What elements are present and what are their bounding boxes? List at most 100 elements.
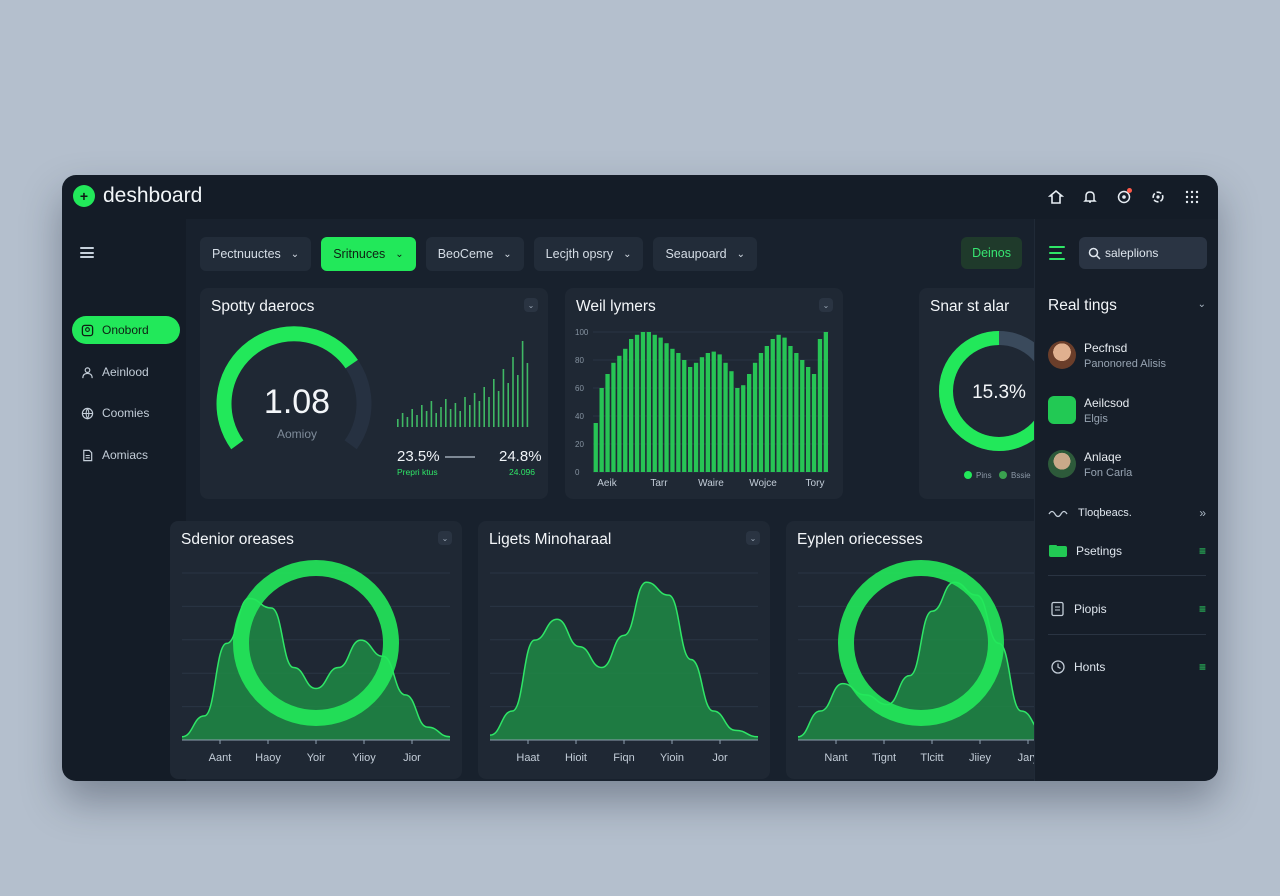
person-sub: Elgis xyxy=(1084,413,1108,425)
list-item[interactable]: Aeilcsod Elgis xyxy=(1048,396,1129,425)
spark-bar xyxy=(483,387,485,427)
x-tick-label: Waire xyxy=(698,478,724,489)
filter-beoceme[interactable]: BeoCeme ⌄ xyxy=(425,237,524,271)
bar xyxy=(794,353,799,472)
divider xyxy=(1048,634,1206,635)
filter-lecjth-opsry[interactable]: Lecjth opsry ⌄ xyxy=(533,237,644,271)
home-icon[interactable] xyxy=(1046,187,1066,207)
bar xyxy=(593,423,598,472)
spark-bar xyxy=(425,411,428,427)
x-tick-label: Haat xyxy=(516,752,539,764)
chevron-down-icon: ⌄ xyxy=(395,248,404,260)
row-label: Honts xyxy=(1074,660,1106,674)
filter-pectnuuctes[interactable]: Pectnuuctes ⌄ xyxy=(200,237,312,271)
panel-row[interactable]: Piopis ≡ xyxy=(1048,597,1206,621)
bar xyxy=(717,354,722,472)
person-name: Anlaqe xyxy=(1084,450,1122,464)
spark-bar xyxy=(411,409,413,427)
filter-icon[interactable] xyxy=(1049,246,1065,260)
settings-icon[interactable] xyxy=(1148,187,1168,207)
card-title: Weil lymers xyxy=(576,298,656,315)
card-title: Sdenior oreases xyxy=(181,531,294,548)
x-tick-label: Yioin xyxy=(660,752,684,764)
y-tick-label: 20 xyxy=(575,440,584,449)
avatar xyxy=(1048,450,1076,478)
bar-chart-card: Weil lymers ⌄ 100 80 60 40 20 0 Aeik Tarr Waire W… xyxy=(565,288,843,499)
legend-label: Pins xyxy=(976,471,992,480)
x-tick-label: Jary xyxy=(1018,752,1039,764)
dashboard-window: + deshboard Onobord Aeinlood Coomies Aom… xyxy=(62,175,1218,781)
folder-icon xyxy=(1049,545,1067,557)
spark-bar xyxy=(478,401,481,427)
filter-sritnuces[interactable]: Sritnuces ⌄ xyxy=(321,237,416,271)
notifications-icon[interactable] xyxy=(1114,187,1134,207)
x-tick-label: Nant xyxy=(824,752,847,764)
menu-icon[interactable] xyxy=(80,247,94,258)
bar xyxy=(611,362,616,472)
spark-bar xyxy=(488,397,490,427)
spark-bar xyxy=(397,419,399,427)
card-menu-icon[interactable]: ⌄ xyxy=(819,298,833,312)
x-tick-label: Haoy xyxy=(255,752,281,764)
area-chart-card-3: Eyplen oriecesses ⌄ NantTigntTlcittJiiey… xyxy=(786,521,1078,779)
file-icon xyxy=(1051,601,1064,617)
sidebar-item-aomiacs[interactable]: Aomiacs xyxy=(72,441,180,469)
dashboard-icon xyxy=(81,324,94,336)
bar xyxy=(800,360,805,472)
panel-row[interactable]: Honts ≡ xyxy=(1048,655,1206,679)
sidebar-item-coomies[interactable]: Coomies xyxy=(72,399,180,427)
top-icons xyxy=(1046,187,1202,207)
gauge-graphic xyxy=(216,326,529,458)
sidebar-item-onobord[interactable]: Onobord xyxy=(72,316,180,344)
list-item[interactable]: Pecfnsd Panonored Alisis xyxy=(1048,341,1166,370)
spark-bar xyxy=(497,391,500,427)
chevron-down-icon[interactable]: ⌄ xyxy=(1197,299,1206,310)
chevron-down-icon: ⌄ xyxy=(623,248,632,260)
filter-seaupoard[interactable]: Seaupoard ⌄ xyxy=(653,237,758,271)
spark-bar xyxy=(401,413,404,427)
filter-label: Seaupoard xyxy=(665,247,727,261)
x-tick-label: Tignt xyxy=(872,752,896,764)
menu-icon: ≡ xyxy=(1198,544,1206,558)
bar xyxy=(693,362,699,472)
bar xyxy=(817,339,823,472)
x-tick-label: Jor xyxy=(712,752,728,764)
search-input[interactable]: saleplions xyxy=(1079,237,1207,269)
x-tick-label: Yoir xyxy=(307,752,326,764)
bar xyxy=(705,353,710,472)
bar xyxy=(735,388,740,472)
clock-icon xyxy=(1051,660,1065,674)
list-item[interactable]: Anlaqe Fon Carla xyxy=(1048,450,1132,479)
card-menu-icon[interactable]: ⌄ xyxy=(746,531,760,545)
area-line xyxy=(489,581,759,738)
bell-icon[interactable] xyxy=(1080,187,1100,207)
card-menu-icon[interactable]: ⌄ xyxy=(438,531,452,545)
gauge-card: Spotty daerocs ⌄ 1.08 Aomioy 23.5% Prepr… xyxy=(200,288,548,499)
grid-icon[interactable] xyxy=(1182,187,1202,207)
y-tick-label: 80 xyxy=(575,356,584,365)
x-tick-label: Aant xyxy=(209,752,232,764)
sidebar-item-aeinlood[interactable]: Aeinlood xyxy=(72,358,180,386)
ring-graphic xyxy=(233,560,399,726)
bar xyxy=(764,346,769,472)
bar xyxy=(823,332,828,472)
bar xyxy=(599,388,604,472)
filter-label: BeoCeme xyxy=(437,247,494,261)
globe-icon xyxy=(81,407,94,420)
spark-bar xyxy=(430,401,433,427)
bar xyxy=(658,337,663,472)
spark-bar xyxy=(502,369,505,427)
spark-bar xyxy=(416,415,418,427)
stat-sub: 24.096 xyxy=(509,467,535,477)
bar xyxy=(646,332,651,472)
document-icon xyxy=(83,449,93,461)
card-menu-icon[interactable]: ⌄ xyxy=(524,298,538,312)
panel-row[interactable]: Psetings ≡ xyxy=(1048,539,1206,563)
spark-bar xyxy=(435,413,437,427)
menu-icon: ≡ xyxy=(1198,660,1206,674)
filter-bar: Pectnuuctes ⌄ Sritnuces ⌄ BeoCeme ⌄ Lecjth … xyxy=(200,237,758,271)
card-title: Eyplen oriecesses xyxy=(797,531,923,548)
panel-row[interactable]: Tloqbeacs. » xyxy=(1048,501,1206,525)
demo-button[interactable]: Deinos xyxy=(961,237,1022,269)
bar xyxy=(741,385,746,472)
